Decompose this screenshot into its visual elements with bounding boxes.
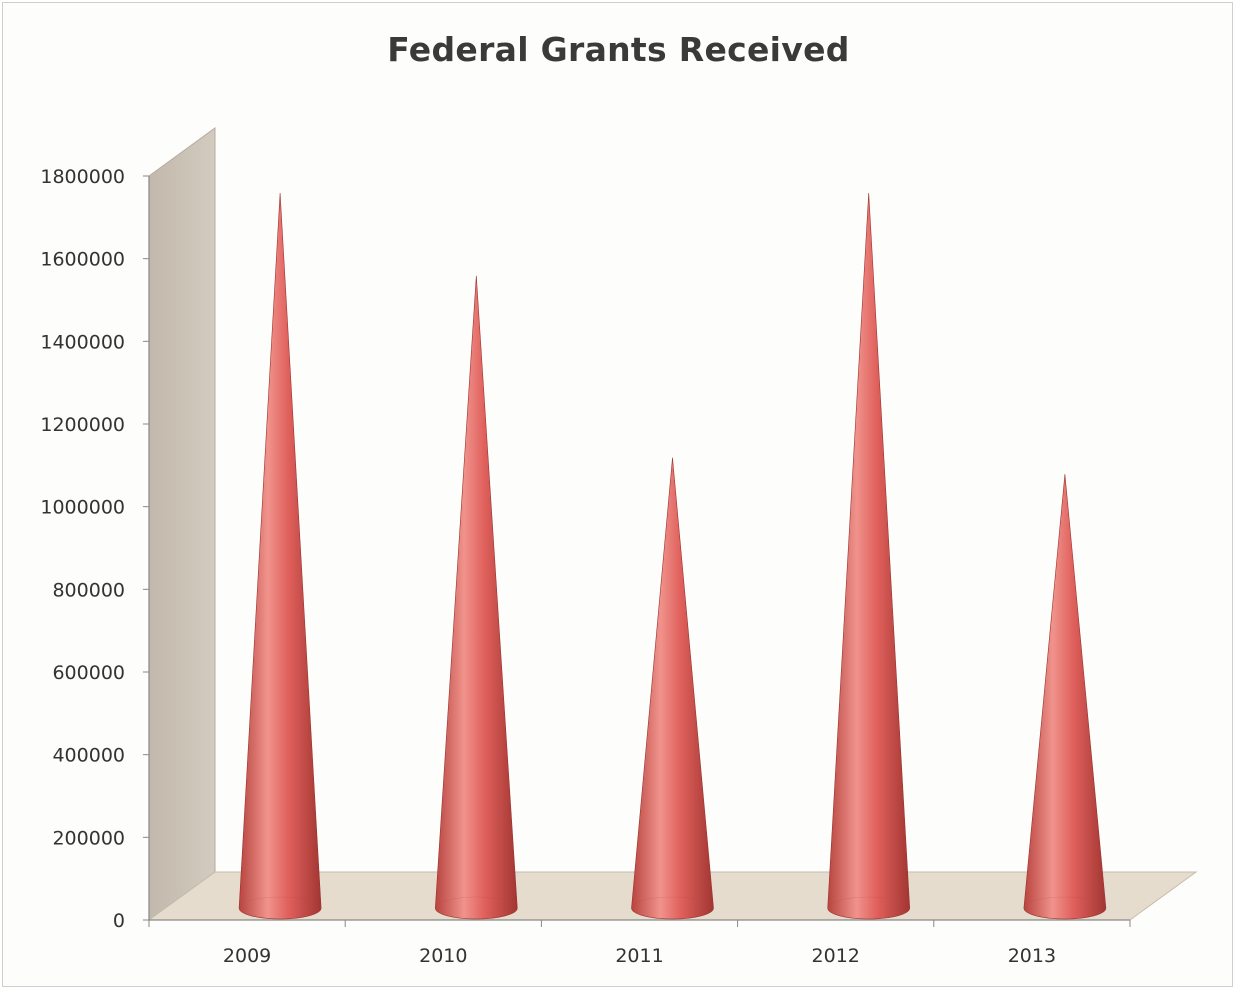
cone-2012: [827, 193, 911, 920]
side-wall: [148, 127, 216, 921]
cone-body: [238, 193, 322, 920]
cone-2011: [631, 457, 714, 920]
y-tick-label: 800000: [52, 579, 125, 601]
cone-body: [631, 457, 714, 920]
cone-body: [1023, 474, 1107, 920]
cone-2013: [1023, 474, 1107, 920]
x-tick-label: 2011: [615, 945, 663, 967]
cone-base: [238, 896, 322, 920]
y-tick-label: 1800000: [40, 166, 125, 188]
cone-base: [435, 896, 518, 920]
y-tick-label: 400000: [52, 745, 125, 767]
cone-2009: [238, 193, 322, 920]
cone-base: [631, 896, 714, 920]
y-tick-label: 1400000: [40, 331, 125, 353]
y-tick-label: 200000: [52, 827, 125, 849]
x-tick-label: 2012: [812, 945, 860, 967]
cone-base: [827, 896, 910, 920]
y-tick-label: 600000: [52, 662, 125, 684]
cone-2010: [434, 275, 518, 920]
cone-body: [827, 193, 911, 920]
x-tick-label: 2009: [223, 945, 271, 967]
y-tick-label: 1000000: [40, 497, 125, 519]
y-tick-label: 0: [113, 910, 125, 932]
y-tick-label: 1200000: [40, 414, 125, 436]
y-tick-label: 1600000: [40, 249, 125, 271]
x-tick-label: 2013: [1008, 945, 1056, 967]
cone-base: [1023, 896, 1107, 920]
chart-title: Federal Grants Received: [387, 30, 850, 69]
cone-body: [434, 275, 518, 920]
x-tick-label: 2010: [419, 945, 467, 967]
